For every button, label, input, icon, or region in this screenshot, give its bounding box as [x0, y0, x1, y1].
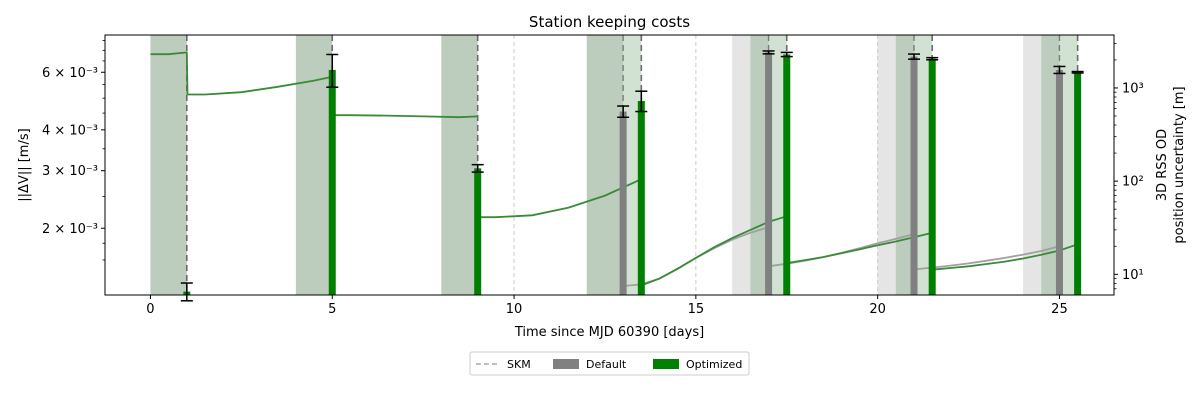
- error-bars: [180, 50, 1084, 302]
- optimized-tracking-window: [441, 35, 478, 295]
- y-tick-label: 4 × 10⁻³: [42, 123, 98, 138]
- y2-axis-label-line2: position uncertainty [m]: [1172, 86, 1187, 243]
- default-delta-v-bar: [765, 52, 773, 296]
- x-tick-label: 15: [688, 302, 705, 317]
- y2-tick-label: 10²: [1122, 175, 1144, 190]
- x-axis: 0 5 10 15 20 25: [146, 295, 1068, 317]
- x-tick-label: 25: [1051, 302, 1068, 317]
- y-axis-right: 10¹ 10² 10³: [1114, 43, 1144, 290]
- y-tick-label: 6 × 10⁻³: [42, 66, 98, 81]
- legend-skm-label: SKM: [507, 358, 531, 371]
- legend: SKM Default Optimized: [469, 351, 750, 376]
- optimized-delta-v-bar: [637, 101, 645, 296]
- default-delta-v-bar: [619, 111, 627, 295]
- default-tracking-window: [150, 35, 187, 295]
- tracking-windows: [150, 35, 1078, 295]
- optimized-tracking-window: [150, 35, 187, 295]
- x-tick-label: 5: [328, 302, 336, 317]
- uncertainty-lines: [150, 51, 1078, 287]
- x-tick-label: 10: [506, 302, 523, 317]
- optimized-uncertainty-line: [477, 178, 642, 219]
- plot-frame: [104, 34, 1115, 296]
- optimized-uncertainty-line: [640, 215, 788, 287]
- legend-optimized-label: Optimized: [686, 358, 742, 371]
- y2-axis-label-line1: 3D RSS OD: [1155, 129, 1170, 201]
- legend-default-swatch: [553, 359, 579, 369]
- x-tick-label: 20: [869, 302, 886, 317]
- y-tick-label: 2 × 10⁻³: [42, 222, 98, 237]
- optimized-uncertainty-line: [932, 243, 1078, 271]
- default-delta-v-bar: [1055, 69, 1063, 295]
- y-tick-label: 3 × 10⁻³: [42, 164, 98, 179]
- x-gridlines: [513, 35, 879, 295]
- optimized-uncertainty-line: [786, 231, 933, 264]
- optimized-delta-v-bar: [928, 58, 936, 295]
- optimized-uncertainty-line: [332, 114, 478, 119]
- legend-optimized-swatch: [653, 359, 679, 369]
- default-uncertainty-line: [913, 245, 1060, 271]
- optimized-uncertainty-line: [150, 51, 333, 96]
- x-tick-label: 0: [146, 302, 154, 317]
- legend-default-label: Default: [586, 358, 627, 371]
- default-tracking-window: [732, 35, 769, 295]
- optimized-delta-v-bar: [1074, 72, 1082, 295]
- legend-frame: [469, 351, 750, 376]
- delta-v-bars: [183, 52, 1082, 296]
- default-tracking-window: [877, 35, 915, 295]
- default-tracking-window: [586, 35, 624, 295]
- y2-tick-label: 10¹: [1122, 268, 1144, 283]
- optimized-tracking-window: [586, 35, 642, 295]
- optimized-delta-v-bar: [474, 168, 482, 295]
- chart-title: Station keeping costs: [529, 13, 690, 31]
- y-axis-label: ||ΔV|| [m/s]: [17, 128, 32, 201]
- y2-tick-label: 10³: [1122, 81, 1144, 96]
- optimized-delta-v-bar: [783, 54, 791, 295]
- default-tracking-window: [441, 35, 478, 295]
- y-axis-left: 2 × 10⁻³ 3 × 10⁻³ 4 × 10⁻³ 6 × 10⁻³: [42, 40, 105, 261]
- default-delta-v-bar: [910, 56, 918, 296]
- x-axis-label: Time since MJD 60390 [days]: [514, 325, 704, 340]
- optimized-delta-v-bar: [328, 69, 336, 295]
- optimized-tracking-window: [295, 35, 333, 295]
